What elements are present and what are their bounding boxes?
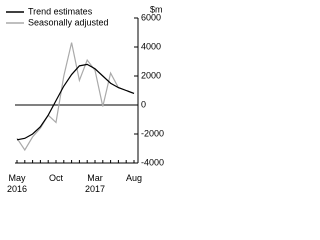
y-tick-label: 2000 — [141, 70, 161, 80]
series-line — [16, 42, 135, 152]
legend-label: Trend estimates — [28, 6, 93, 16]
x-tick-label: Aug — [125, 173, 142, 183]
x-tick-label: May 2016 — [6, 173, 28, 194]
x-tick-label: Mar 2017 — [84, 173, 106, 194]
chart-svg: $m -4000 -2000 0 2000 4000 6000 Trend estimate… — [6, 4, 164, 167]
y-tick-label: 0 — [141, 99, 146, 109]
series-line — [16, 63, 135, 141]
y-tick-label: -2000 — [141, 128, 164, 138]
x-tick-label: Oct — [48, 173, 63, 183]
y-unit: $m — [150, 4, 163, 14]
y-tick-label: 4000 — [141, 41, 161, 51]
y-tick-label: 6000 — [141, 12, 161, 22]
chart: $m -4000 -2000 0 2000 4000 6000 Trend estimate… — [6, 4, 165, 194]
y-tick-label: -4000 — [141, 157, 164, 167]
legend-label: Seasonally adjusted — [28, 17, 109, 27]
